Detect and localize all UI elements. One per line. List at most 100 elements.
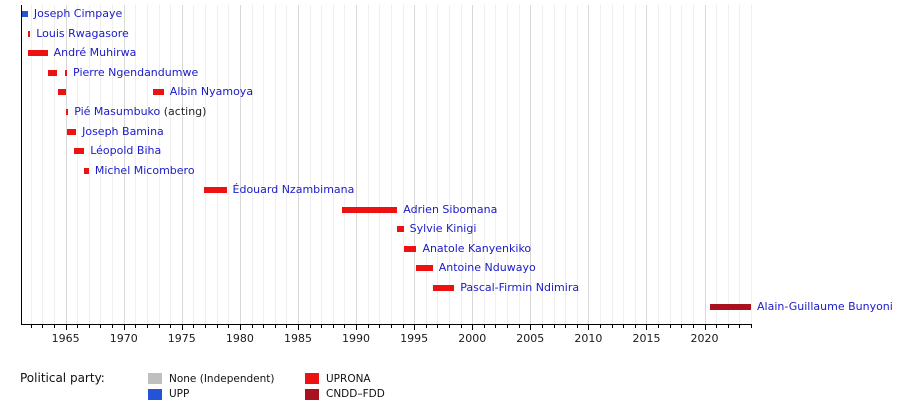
x-axis-tick-label: 2005 — [516, 331, 545, 345]
person-name: Anatole Kanyenkiko — [422, 241, 532, 255]
gridline-minor — [54, 5, 56, 324]
y-axis-spine — [21, 5, 22, 325]
timeline-bar — [710, 304, 751, 311]
gridline-major — [65, 5, 67, 324]
person-name: Antoine Nduwayo — [438, 261, 536, 275]
gridline-minor — [193, 5, 195, 324]
timeline-bar — [342, 206, 398, 213]
x-axis-minor-tick — [507, 324, 509, 328]
x-axis-minor-tick — [483, 324, 485, 328]
x-axis-minor-tick — [321, 324, 323, 328]
gridline-minor — [263, 5, 265, 324]
x-axis-minor-tick — [88, 324, 90, 328]
x-axis-major-tick — [239, 324, 241, 330]
x-axis-minor-tick — [274, 324, 276, 328]
person-name: Pascal-Firmin Ndimira — [460, 280, 580, 294]
x-axis-minor-tick — [669, 324, 671, 328]
person-name: Sylvie Kinigi — [409, 222, 477, 236]
legend-label: None (Independent) — [169, 372, 275, 385]
person-name-label: Léopold Biha — [90, 144, 161, 158]
gridline-minor — [309, 5, 311, 324]
gridline-minor — [437, 5, 439, 324]
person-name-label: Joseph Cimpaye — [34, 7, 122, 21]
timeline-bar — [396, 226, 404, 233]
gridline-major — [472, 5, 474, 324]
x-axis-minor-tick — [367, 324, 369, 328]
x-axis-minor-tick — [553, 324, 555, 328]
x-axis-major-tick — [181, 324, 183, 330]
timeline-bar — [203, 187, 227, 194]
gridline-minor — [390, 5, 392, 324]
x-axis-tick-label: 1995 — [400, 331, 429, 345]
x-axis-minor-tick — [565, 324, 567, 328]
gridline-minor — [507, 5, 509, 324]
gridline-minor — [460, 5, 462, 324]
timeline-bar — [66, 108, 69, 115]
legend-swatch — [148, 388, 162, 400]
x-axis-minor-tick — [448, 324, 450, 328]
x-axis-tick-label: 1985 — [283, 331, 312, 345]
timeline-bar — [403, 245, 417, 252]
x-axis-minor-tick — [251, 324, 253, 328]
x-axis-minor-tick — [692, 324, 694, 328]
person-name: Alain-Guillaume Bunyoni — [757, 300, 893, 314]
x-axis-minor-tick — [170, 324, 172, 328]
x-axis-minor-tick — [751, 324, 752, 328]
gridline-minor — [541, 5, 543, 324]
gridline-minor — [216, 5, 218, 324]
person-name-label: Adrien Sibomana — [403, 203, 497, 217]
person-name: Pierre Ngendandumwe — [73, 65, 199, 79]
legend-label: UPP — [169, 388, 190, 400]
x-axis-minor-tick — [309, 324, 311, 328]
x-axis-minor-tick — [30, 324, 32, 328]
gridline-minor — [77, 5, 79, 324]
gridline-minor — [100, 5, 102, 324]
gridline-minor — [681, 5, 683, 324]
gridline-major — [123, 5, 125, 324]
x-axis-minor-tick — [727, 324, 729, 328]
gridline-minor — [251, 5, 253, 324]
gridline-minor — [611, 5, 613, 324]
person-name-label: Anatole Kanyenkiko — [422, 242, 531, 256]
gridline-minor — [228, 5, 230, 324]
person-name-label: Joseph Bamina — [82, 125, 164, 139]
x-axis-minor-tick — [77, 324, 79, 328]
timeline-bar — [57, 89, 66, 96]
gridline-minor — [205, 5, 207, 324]
x-axis-minor-tick — [495, 324, 497, 328]
person-name: Joseph Cimpaye — [33, 7, 123, 21]
x-axis-minor-tick — [193, 324, 195, 328]
person-name: Édouard Nzambimana — [232, 183, 355, 197]
gridline-minor — [112, 5, 114, 324]
gridline-minor — [170, 5, 172, 324]
x-axis-tick-label: 2000 — [458, 331, 487, 345]
x-axis-major-tick — [472, 324, 474, 330]
x-axis-major-tick — [530, 324, 532, 330]
x-axis-minor-tick — [100, 324, 102, 328]
x-axis-minor-tick — [681, 324, 683, 328]
x-axis-major-tick — [356, 324, 358, 330]
x-axis-minor-tick — [599, 324, 601, 328]
gridline-major — [297, 5, 299, 324]
acting-suffix: (acting) — [160, 104, 207, 118]
x-axis-minor-tick — [228, 324, 230, 328]
gridline-minor — [518, 5, 520, 324]
person-name-label: Alain-Guillaume Bunyoni — [757, 300, 893, 314]
timeline-bar — [153, 89, 164, 96]
x-axis-tick-label: 1975 — [167, 331, 196, 345]
timeline-bar — [65, 69, 68, 76]
gridline-minor — [727, 5, 729, 324]
gridline-minor — [344, 5, 346, 324]
gridline-minor — [553, 5, 555, 324]
timeline-bar — [73, 148, 85, 155]
timeline-bar — [83, 167, 89, 174]
person-name: Adrien Sibomana — [403, 202, 498, 216]
x-axis-major-tick — [704, 324, 706, 330]
person-name-label: Sylvie Kinigi — [410, 222, 477, 236]
x-axis-minor-tick — [332, 324, 334, 328]
person-name: Louis Rwagasore — [36, 26, 129, 40]
gridline-minor — [146, 5, 148, 324]
gridline-minor — [88, 5, 90, 324]
person-name-label: Pascal-Firmin Ndimira — [460, 281, 579, 295]
